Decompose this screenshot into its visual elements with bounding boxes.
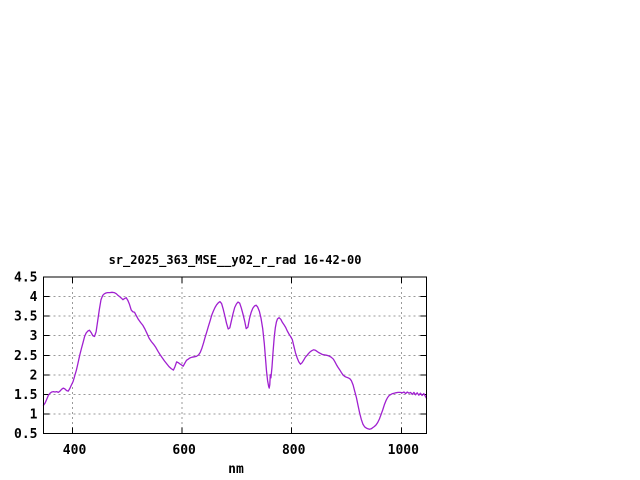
y-tick-label: 1 — [30, 407, 38, 422]
x-tick-label: 600 — [172, 443, 196, 458]
gridlines — [43, 277, 427, 434]
x-axis-label: nm — [228, 462, 244, 477]
data-series — [42, 291, 428, 430]
series-line-spectral-radiance — [42, 291, 428, 430]
y-tick-label: 1.5 — [14, 388, 37, 403]
y-tick-label: 4.5 — [14, 271, 37, 286]
x-tick-label: 400 — [63, 443, 87, 458]
y-tick-label: 3.5 — [14, 310, 37, 325]
y-tick-label: 0.5 — [14, 427, 37, 442]
y-tick-label: 3 — [30, 329, 38, 344]
y-tick-label: 4 — [30, 290, 38, 305]
tick-labels: 400 600 800 1000 0.5 1 1.5 2 2.5 3 3.5 4 4.5 — [14, 271, 419, 459]
plot-border — [43, 276, 427, 434]
x-tick-label: 800 — [282, 443, 306, 458]
y-tick-label: 2 — [30, 368, 38, 383]
y-tick-label: 2.5 — [14, 349, 37, 364]
x-tick-label: 1000 — [388, 443, 419, 458]
chart-title: sr_2025_363_MSE__y02_r_rad 16-42-00 — [109, 253, 362, 268]
